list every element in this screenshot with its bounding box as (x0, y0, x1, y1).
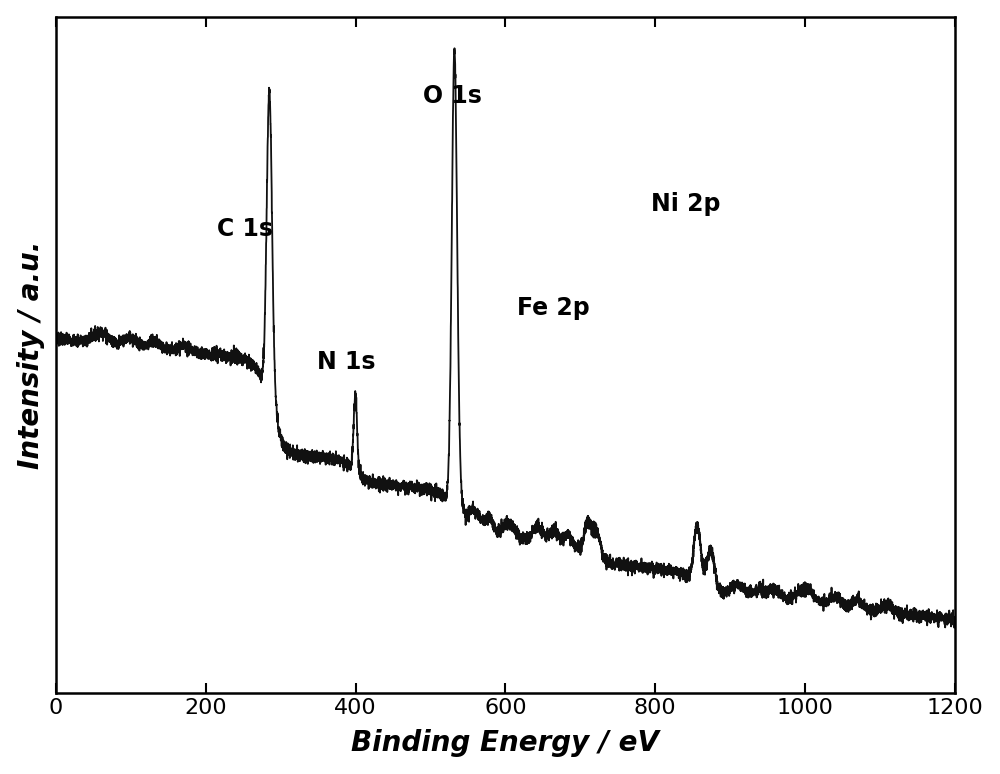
X-axis label: Binding Energy / eV: Binding Energy / eV (351, 729, 659, 757)
Text: N 1s: N 1s (317, 350, 375, 374)
Y-axis label: Intensity / a.u.: Intensity / a.u. (17, 241, 45, 469)
Text: Ni 2p: Ni 2p (651, 192, 721, 216)
Text: O 1s: O 1s (423, 84, 482, 108)
Text: Fe 2p: Fe 2p (517, 296, 589, 320)
Text: C 1s: C 1s (217, 217, 273, 241)
